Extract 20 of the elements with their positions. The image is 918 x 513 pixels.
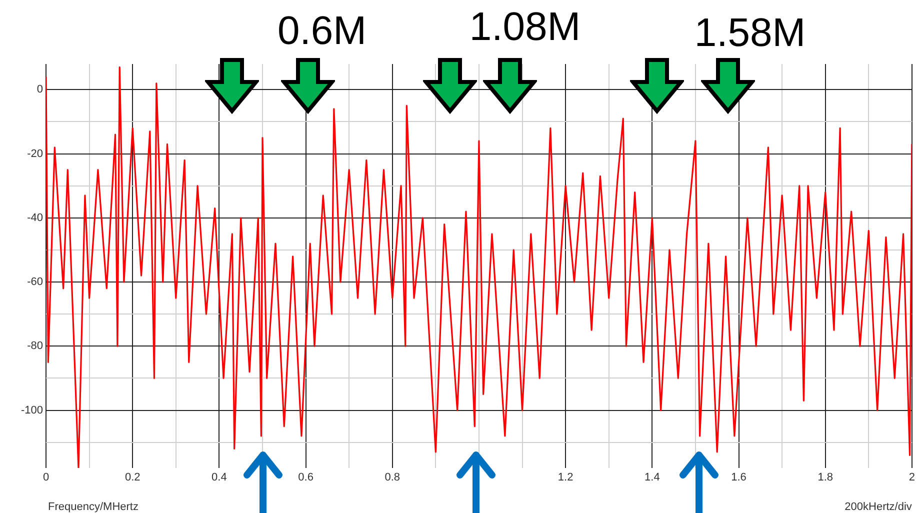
x-tick-label: 1.4 [644, 472, 660, 484]
x-axis-title: Frequency/MHertz [48, 501, 138, 513]
x-tick-label: 0.2 [124, 472, 140, 484]
x-tick-label: 0.8 [384, 472, 400, 484]
x-tick-label: 1.6 [731, 472, 746, 484]
x-tick-label: 0.6 [298, 472, 314, 484]
text: 200kHertz/div [844, 501, 912, 513]
y-tick-label: -60 [27, 276, 43, 288]
x-tick-label: 1.2 [558, 472, 574, 484]
x-tick-label: 0.4 [212, 472, 227, 484]
text: 1.58M [694, 11, 806, 55]
text: 1.08M [469, 5, 581, 49]
x-tick-label: 2 [908, 472, 916, 484]
x-tick-label: 1.8 [818, 472, 833, 484]
y-tick-label: -40 [27, 212, 43, 224]
y-tick-label: -20 [27, 148, 43, 160]
text: 0.6M [278, 9, 366, 53]
y-tick-label: 0 [36, 84, 43, 96]
y-tick-label: -80 [27, 340, 43, 352]
y-tick-label: -100 [20, 404, 43, 416]
